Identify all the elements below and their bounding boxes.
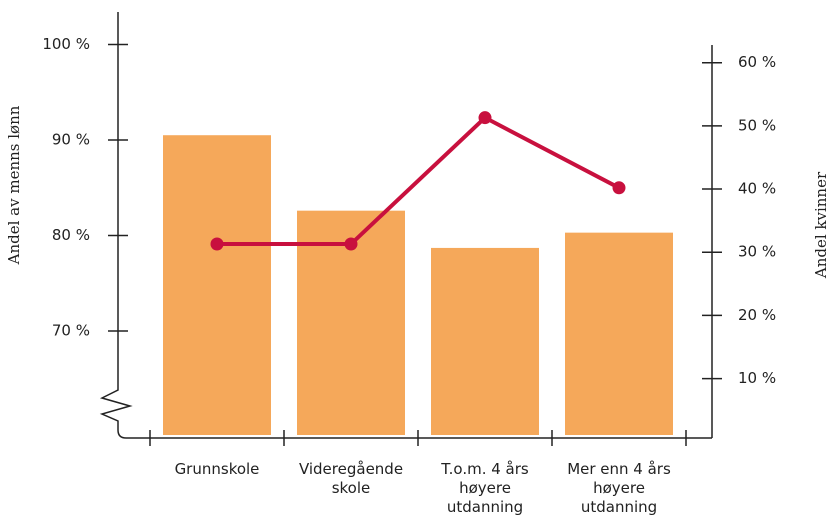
y2-tick-label: 10 % <box>738 369 776 387</box>
x-tick-label: T.o.m. 4 års høyere utdanning <box>441 460 529 516</box>
y-tick-label: 90 % <box>52 130 90 148</box>
y2-tick-label: 60 % <box>738 53 776 71</box>
point <box>344 237 358 251</box>
y-tick-label: 70 % <box>52 322 90 340</box>
y-axis-title: Andel av menns lønn <box>5 105 23 265</box>
point <box>210 237 224 251</box>
y2-axis-title: Andel kvinner <box>812 171 830 279</box>
y-tick-label: 100 % <box>42 35 90 53</box>
x-tick-label: Mer enn 4 års høyere utdanning <box>567 460 671 516</box>
point <box>612 181 626 195</box>
y2-tick-label: 40 % <box>738 180 776 198</box>
bar <box>565 232 673 435</box>
bar <box>163 135 271 435</box>
bar <box>431 247 539 435</box>
y2-tick-label: 20 % <box>738 306 776 324</box>
line <box>217 115 620 247</box>
x-tick-label: Videregående skole <box>298 460 404 497</box>
y2-tick-label: 50 % <box>738 116 776 134</box>
y-tick-label: 80 % <box>52 226 90 244</box>
axes <box>99 12 712 439</box>
x-tick-label: Grunnskole <box>174 460 260 478</box>
y2-tick-label: 30 % <box>738 243 776 261</box>
point <box>478 111 492 125</box>
